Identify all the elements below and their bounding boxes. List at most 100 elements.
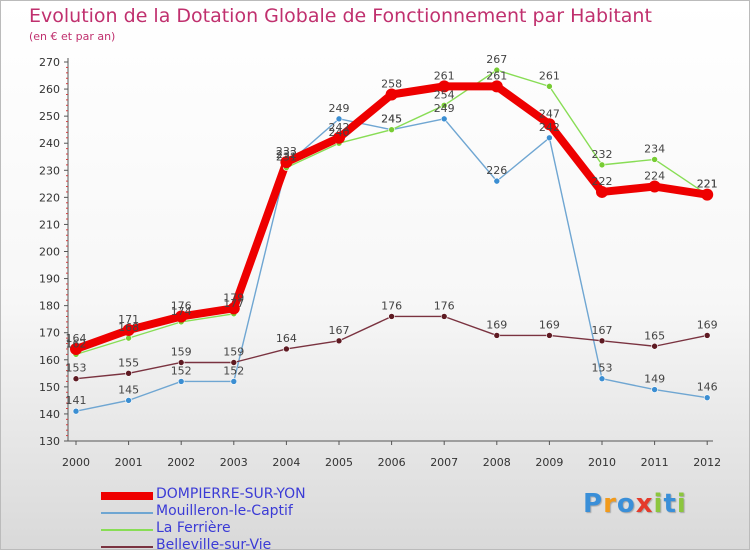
data-label: 179 — [223, 291, 244, 304]
logo-letter: i — [653, 489, 664, 519]
data-label: 224 — [644, 170, 665, 183]
logo-letter: i — [676, 489, 687, 519]
data-label: 245 — [381, 113, 402, 126]
data-label: 177 — [223, 297, 244, 310]
data-point — [598, 375, 606, 383]
data-point — [598, 161, 606, 169]
data-label: 141 — [66, 394, 87, 407]
data-point — [703, 332, 711, 339]
data-point — [388, 313, 395, 320]
data-point — [440, 115, 448, 123]
y-tick-label: 240 — [39, 137, 60, 150]
data-label: 242 — [539, 121, 560, 134]
y-tick-label: 220 — [39, 191, 60, 204]
y-tick-label: 150 — [39, 381, 60, 394]
data-point — [335, 337, 343, 345]
x-tick-label: 2010 — [588, 456, 616, 469]
legend-label: DOMPIERRE-SUR-YON — [156, 486, 306, 502]
data-point — [438, 80, 451, 93]
data-point — [596, 185, 608, 198]
data-label: 226 — [486, 164, 507, 177]
data-point — [230, 359, 238, 366]
data-point — [333, 131, 345, 144]
data-label: 234 — [644, 142, 665, 155]
legend-label: La Ferrière — [156, 520, 231, 536]
x-tick-label: 2012 — [693, 456, 721, 469]
data-label: 164 — [66, 332, 87, 345]
x-tick-label: 2002 — [167, 456, 195, 469]
data-label: 231 — [276, 151, 297, 164]
data-label: 174 — [171, 305, 192, 318]
data-point — [701, 188, 714, 201]
data-point — [230, 378, 238, 385]
data-label: 167 — [329, 324, 350, 337]
data-point — [493, 66, 501, 74]
logo-letter: o — [616, 489, 636, 519]
data-point — [175, 310, 188, 323]
y-tick-label: 210 — [39, 218, 60, 231]
data-point — [122, 324, 135, 337]
data-label: 254 — [434, 88, 455, 101]
y-tick-label: 200 — [39, 246, 60, 259]
data-point — [543, 118, 556, 131]
data-label: 146 — [697, 381, 718, 394]
data-label: 159 — [223, 345, 244, 358]
y-tick-label: 140 — [39, 408, 60, 421]
data-point — [335, 115, 343, 123]
logo-letter: P — [583, 489, 604, 519]
data-point — [227, 302, 240, 315]
chart-subtitle: (en € et par an) — [29, 30, 116, 43]
data-label: 249 — [329, 102, 350, 115]
y-tick-label: 160 — [39, 354, 60, 367]
x-tick-label: 2009 — [535, 456, 563, 469]
x-tick-label: 2005 — [325, 456, 353, 469]
data-point — [651, 156, 658, 163]
legend-swatch — [101, 512, 153, 514]
data-point — [280, 156, 293, 169]
data-label: 232 — [592, 148, 613, 161]
logo-letter: r — [603, 489, 617, 519]
data-label: 153 — [66, 362, 87, 375]
data-label: 245 — [381, 113, 402, 126]
data-label: 176 — [434, 299, 455, 312]
data-point — [125, 334, 132, 342]
data-label: 159 — [171, 345, 192, 358]
data-label: 165 — [644, 329, 665, 342]
data-point — [70, 342, 82, 355]
data-point — [648, 180, 661, 193]
y-tick-label: 270 — [39, 56, 60, 69]
data-label: 169 — [539, 318, 560, 331]
data-label: 242 — [329, 121, 350, 134]
x-tick-label: 2003 — [220, 456, 248, 469]
data-point — [177, 378, 185, 385]
data-label: 249 — [434, 102, 455, 115]
y-tick-label: 260 — [39, 83, 60, 96]
data-point — [72, 375, 80, 383]
data-point — [490, 80, 503, 93]
proxiti-logo: Proxiti — [583, 489, 687, 519]
data-label: 232 — [276, 148, 297, 161]
data-label: 221 — [697, 178, 718, 191]
data-label: 222 — [592, 175, 613, 188]
legend-swatch — [101, 492, 153, 500]
data-label: 155 — [118, 356, 139, 369]
data-label: 221 — [697, 178, 718, 191]
data-label: 233 — [276, 145, 297, 158]
data-label: 169 — [486, 318, 507, 331]
y-tick-label: 130 — [39, 435, 60, 448]
data-label: 176 — [171, 299, 192, 312]
data-point — [493, 332, 501, 339]
data-point — [283, 345, 290, 353]
y-tick-label: 190 — [39, 273, 60, 286]
data-point — [125, 370, 132, 377]
data-label: 153 — [592, 362, 613, 375]
data-point — [177, 359, 185, 366]
data-point — [72, 407, 80, 415]
logo-letter: x — [635, 489, 654, 519]
data-point — [546, 134, 553, 142]
data-point — [546, 83, 553, 90]
x-tick-label: 2001 — [115, 456, 143, 469]
data-point — [598, 337, 606, 345]
legend-label: Belleville-sur-Vie — [156, 537, 272, 550]
